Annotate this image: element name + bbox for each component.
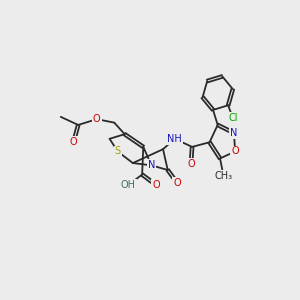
- Text: O: O: [152, 180, 160, 190]
- Text: O: O: [173, 178, 181, 188]
- Text: N: N: [148, 160, 155, 170]
- Text: O: O: [187, 159, 195, 169]
- Text: O: O: [231, 146, 239, 157]
- Text: O: O: [93, 114, 100, 124]
- Text: NH: NH: [167, 134, 182, 144]
- Text: Cl: Cl: [228, 113, 238, 123]
- Text: N: N: [230, 128, 238, 138]
- Text: CH₃: CH₃: [214, 171, 232, 181]
- Text: OH: OH: [121, 180, 136, 190]
- Text: S: S: [115, 146, 121, 157]
- Text: O: O: [70, 137, 77, 147]
